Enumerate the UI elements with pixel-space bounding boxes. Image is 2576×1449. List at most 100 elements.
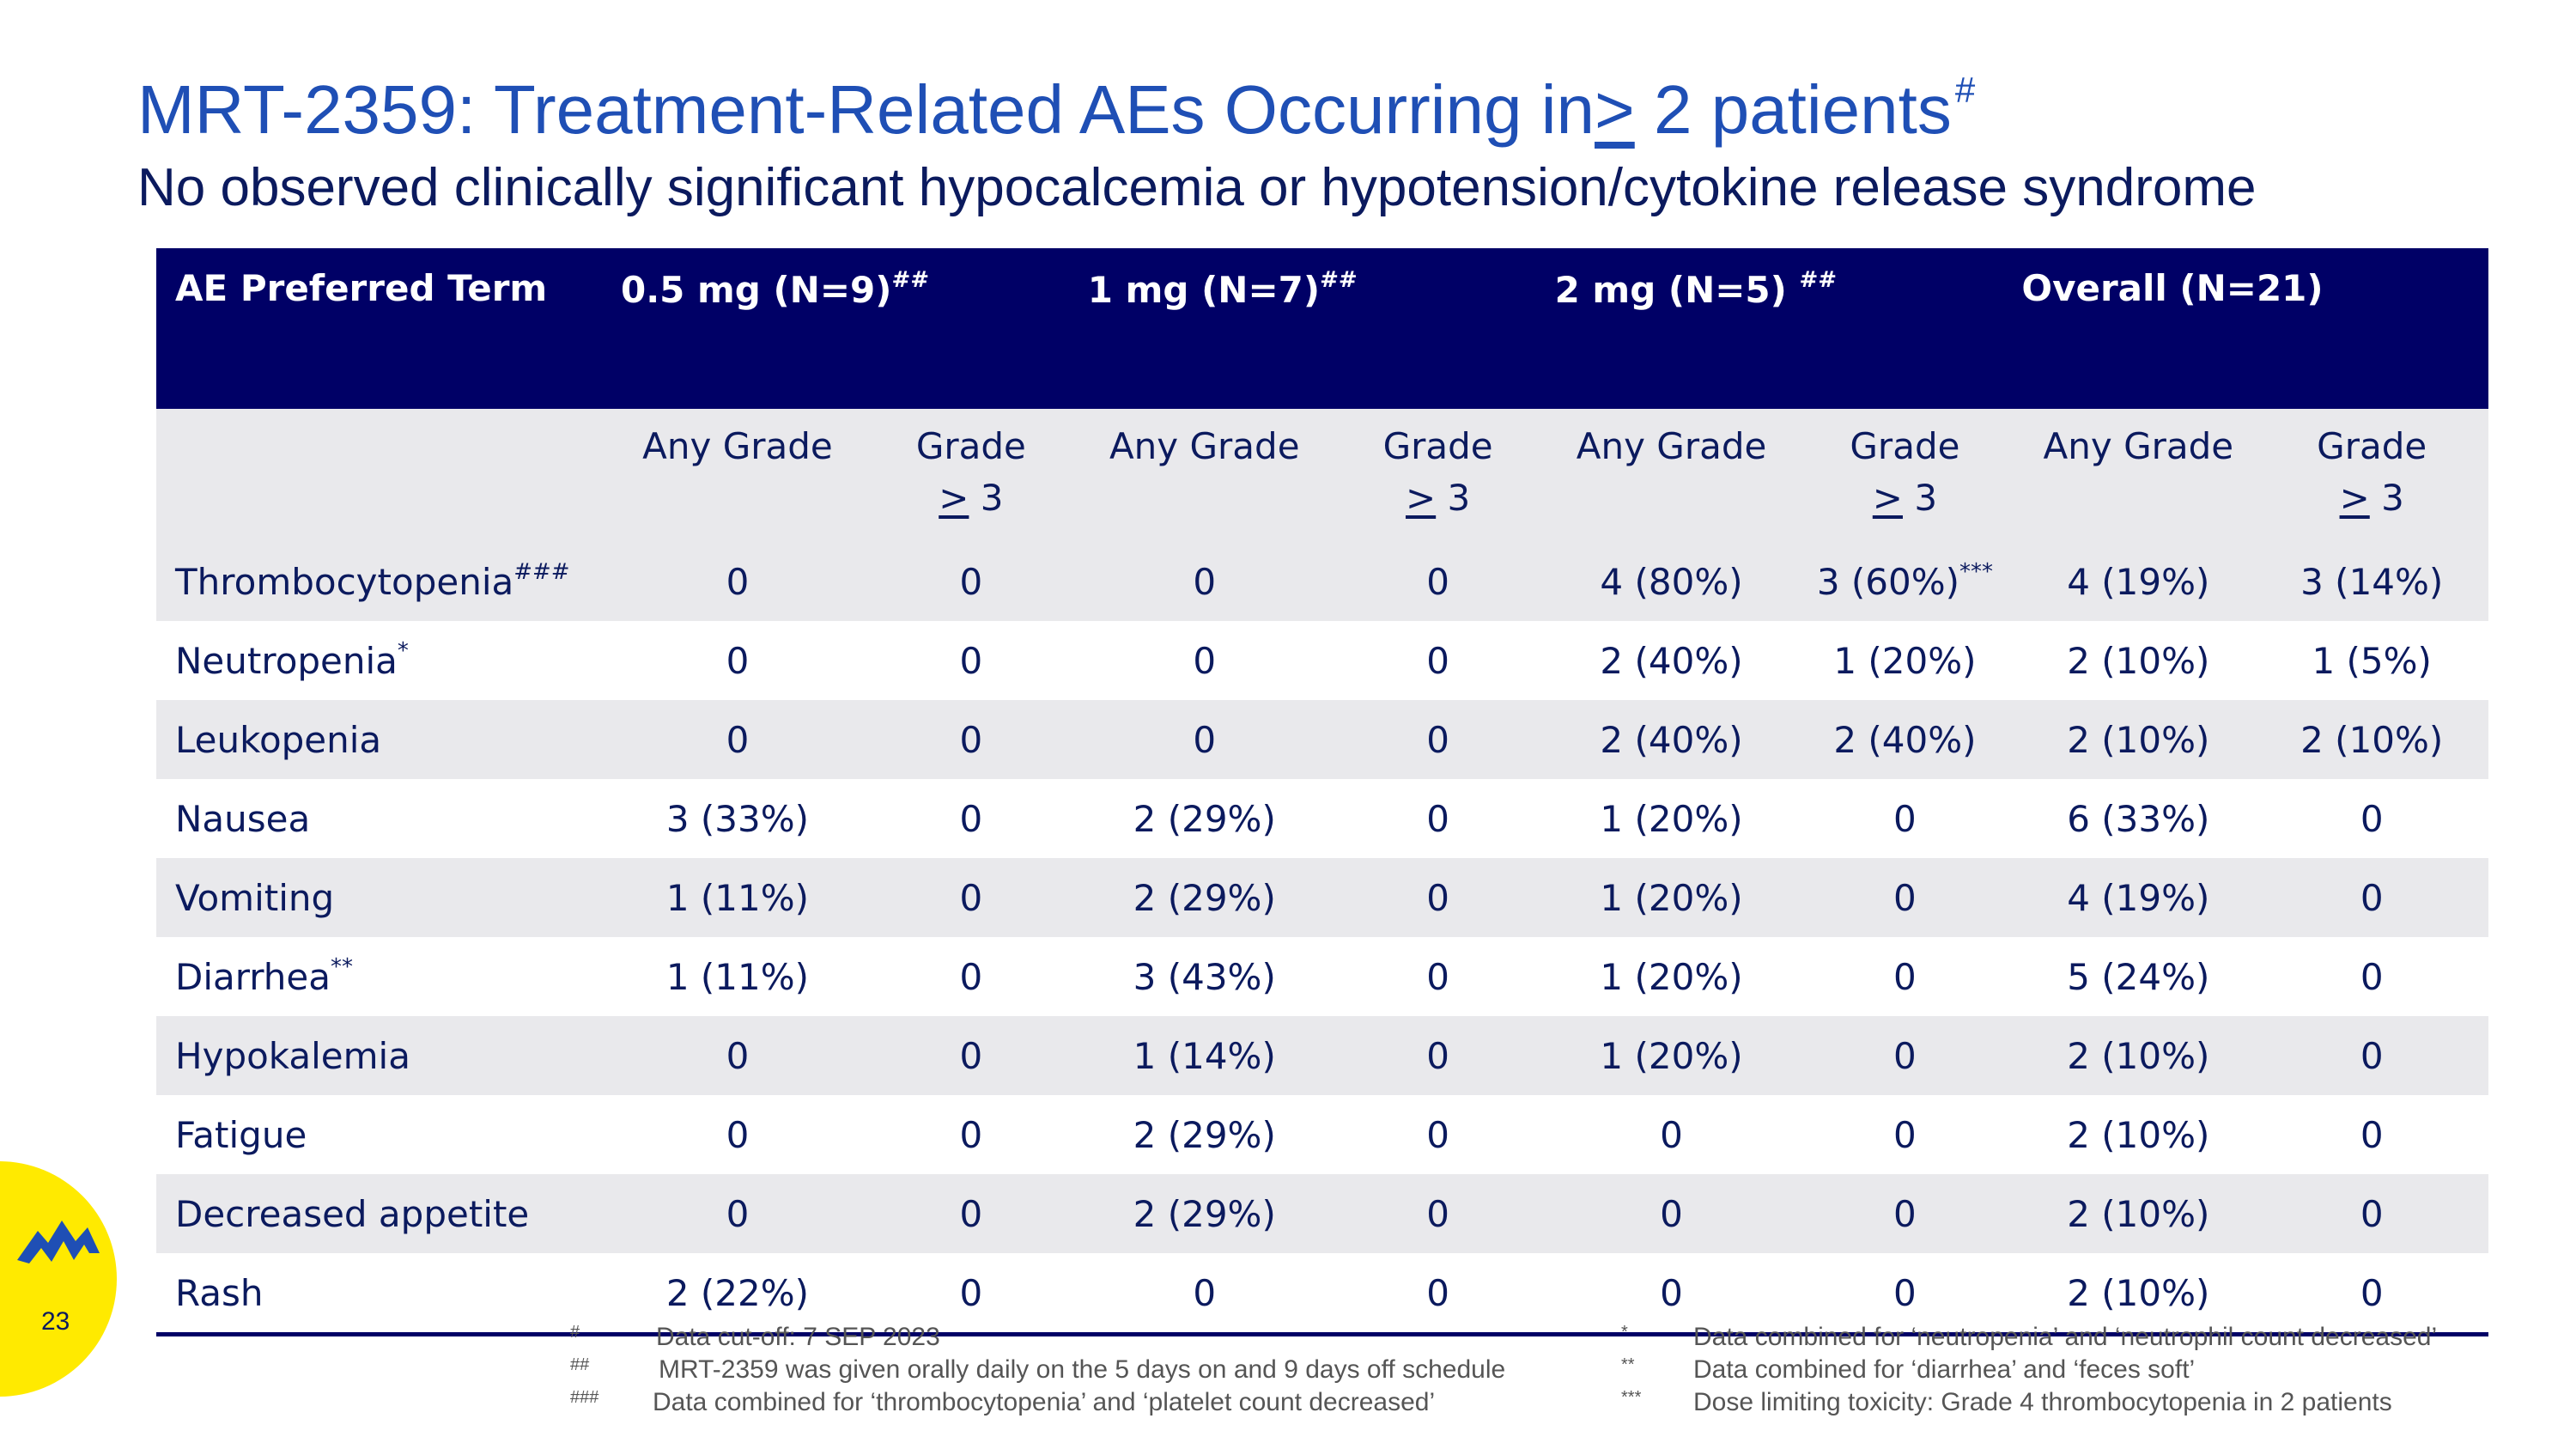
- ae-value-cell: 0: [1788, 858, 2022, 937]
- footnote-text: Data cut-off: 7 SEP 2023: [656, 1323, 940, 1351]
- ae-value-cell: 0: [621, 621, 854, 700]
- ae-value-cell: 0: [621, 1016, 854, 1095]
- footnote-text: MRT-2359 was given orally daily on the 5…: [659, 1355, 1506, 1384]
- footnote-symbol: #: [570, 1323, 580, 1342]
- subheader-any-grade: Any Grade: [621, 409, 854, 542]
- subheader-grade-3-plus: Grade > 3: [1321, 409, 1555, 542]
- ae-value-cell: 0: [621, 542, 854, 621]
- ae-value-cell: 0: [1087, 700, 1321, 779]
- ae-value-cell: 0: [1788, 1095, 2022, 1174]
- ae-value-cell: 2 (40%): [1554, 621, 1789, 700]
- ae-term-cell: Nausea: [156, 779, 621, 858]
- ae-value-cell: 0: [854, 779, 1088, 858]
- logo-badge: [0, 1161, 117, 1397]
- header-ae-term: AE Preferred Term: [156, 248, 621, 409]
- footnote-symbol: ***: [1621, 1388, 1642, 1407]
- table-row: Decreased appetite 0 0 2 (29%) 0 0 0 2 (10%) 0: [156, 1174, 2489, 1253]
- ae-value-cell: 0: [854, 858, 1088, 937]
- ae-value-cell: 0: [1788, 937, 2022, 1016]
- ae-value-cell: 0: [621, 1174, 854, 1253]
- ae-value-cell: 1 (11%): [621, 937, 854, 1016]
- ae-value-cell: 0: [1788, 779, 2022, 858]
- ae-value-cell: 0: [854, 700, 1088, 779]
- table-subheader-row: Any Grade Grade > 3 Any Grade Grade > 3 Any Gr…: [156, 409, 2489, 542]
- ae-value-cell: 0: [1321, 700, 1555, 779]
- ae-value-cell: 1 (5%): [2255, 621, 2489, 700]
- footnote-symbol: ###: [570, 1388, 599, 1407]
- ae-value-cell: 0: [2255, 1253, 2489, 1336]
- ae-value-cell: 0: [1321, 542, 1555, 621]
- ae-term-cell: Diarrhea**: [156, 937, 621, 1016]
- ae-value-cell: 1 (20%): [1554, 779, 1789, 858]
- table-row: Fatigue 0 0 2 (29%) 0 0 0 2 (10%) 0: [156, 1095, 2489, 1174]
- ae-value-cell: 3 (33%): [621, 779, 854, 858]
- ae-value-cell: 0: [1087, 542, 1321, 621]
- ae-value-cell: 0: [854, 1174, 1088, 1253]
- title-footnote-mark: #: [1954, 70, 1976, 110]
- ae-value-cell: 0: [1087, 621, 1321, 700]
- subheader-grade-3-plus: Grade > 3: [1788, 409, 2022, 542]
- slide-title: MRT-2359: Treatment-Related AEs Occurrin…: [137, 72, 1975, 144]
- ae-value-cell: 4 (80%): [1554, 542, 1789, 621]
- ae-value-cell: 0: [854, 621, 1088, 700]
- header-dose-0-5mg: 0.5 mg (N=9)##: [621, 248, 1088, 409]
- ae-term-cell: Decreased appetite: [156, 1174, 621, 1253]
- footnote-text: Dose limiting toxicity: Grade 4 thromboc…: [1693, 1388, 2392, 1416]
- ae-value-cell: 1 (20%): [1788, 621, 2022, 700]
- ae-value-cell: 0: [1087, 1253, 1321, 1336]
- ae-value-cell: 2 (10%): [2021, 1253, 2256, 1336]
- ae-value-cell: 2 (40%): [1554, 700, 1789, 779]
- footnote-symbol: *: [1621, 1323, 1628, 1342]
- ae-value-cell: 3 (14%): [2255, 542, 2489, 621]
- ae-value-cell: 3 (43%): [1087, 937, 1321, 1016]
- ae-value-cell: 2 (29%): [1087, 858, 1321, 937]
- ae-value-cell: 0: [1321, 1253, 1555, 1336]
- title-ge-symbol: >: [1595, 71, 1635, 148]
- table-row: Vomiting 1 (11%) 0 2 (29%) 0 1 (20%) 0 4 (19%) 0: [156, 858, 2489, 937]
- ae-value-cell: 0: [2255, 858, 2489, 937]
- ae-value-cell: 0: [2255, 937, 2489, 1016]
- table-group-header-row: AE Preferred Term 0.5 mg (N=9)## 1 mg (N…: [156, 248, 2489, 409]
- ae-value-cell: 0: [1321, 1174, 1555, 1253]
- ae-value-cell: 2 (22%): [621, 1253, 854, 1336]
- ae-value-cell: 0: [2255, 1174, 2489, 1253]
- slide-subtitle: No observed clinically significant hypoc…: [137, 158, 2257, 217]
- header-overall: Overall (N=21): [2021, 248, 2489, 409]
- table-row: Hypokalemia 0 0 1 (14%) 0 1 (20%) 0 2 (10%) 0: [156, 1016, 2489, 1095]
- ae-value-cell: 0: [854, 1253, 1088, 1336]
- ae-value-cell: 2 (29%): [1087, 1095, 1321, 1174]
- table-row: Rash 2 (22%) 0 0 0 0 0 2 (10%) 0: [156, 1253, 2489, 1336]
- table-row: Diarrhea** 1 (11%) 0 3 (43%) 0 1 (20%) 0 5 (24%…: [156, 937, 2489, 1016]
- footnote-symbol: ##: [570, 1355, 590, 1374]
- ae-value-cell: 0: [854, 1016, 1088, 1095]
- ae-value-cell: 0: [621, 1095, 854, 1174]
- page-number: 23: [41, 1307, 70, 1336]
- ae-term-cell: Thrombocytopenia###: [156, 542, 621, 621]
- ae-value-cell: 2 (40%): [1788, 700, 2022, 779]
- ae-value-cell: 0: [1788, 1253, 2022, 1336]
- subheader-any-grade: Any Grade: [1087, 409, 1321, 542]
- ae-value-cell: 0: [1788, 1174, 2022, 1253]
- subheader-any-grade: Any Grade: [1554, 409, 1789, 542]
- footnote-symbol: **: [1621, 1355, 1635, 1374]
- header-dose-2mg: 2 mg (N=5) ##: [1554, 248, 2022, 409]
- ae-value-cell: 0: [1321, 1016, 1555, 1095]
- ae-value-cell: 2 (10%): [2021, 621, 2256, 700]
- ae-value-cell: 2 (29%): [1087, 1174, 1321, 1253]
- table-row: Nausea 3 (33%) 0 2 (29%) 0 1 (20%) 0 6 (33%) 0: [156, 779, 2489, 858]
- ae-value-cell: 2 (10%): [2021, 1016, 2256, 1095]
- ae-value-cell: 0: [1321, 858, 1555, 937]
- table-row: Neutropenia* 0 0 0 0 2 (40%) 1 (20%) 2 (10%) 1 (…: [156, 621, 2489, 700]
- ae-term-cell: Rash: [156, 1253, 621, 1336]
- ae-value-cell: 0: [854, 937, 1088, 1016]
- footnote-text: Data combined for ‘diarrhea’ and ‘feces …: [1693, 1355, 2196, 1384]
- ae-value-cell: 0: [1321, 621, 1555, 700]
- ae-value-cell: 0: [1321, 779, 1555, 858]
- ae-value-cell: 0: [2255, 779, 2489, 858]
- ae-value-cell: 0: [2255, 1016, 2489, 1095]
- ae-value-cell: 4 (19%): [2021, 542, 2256, 621]
- adverse-events-table: AE Preferred Term 0.5 mg (N=9)## 1 mg (N…: [156, 248, 2489, 1336]
- ae-value-cell: 2 (10%): [2255, 700, 2489, 779]
- ae-value-cell: 0: [1321, 937, 1555, 1016]
- ae-value-cell: 0: [1554, 1253, 1789, 1336]
